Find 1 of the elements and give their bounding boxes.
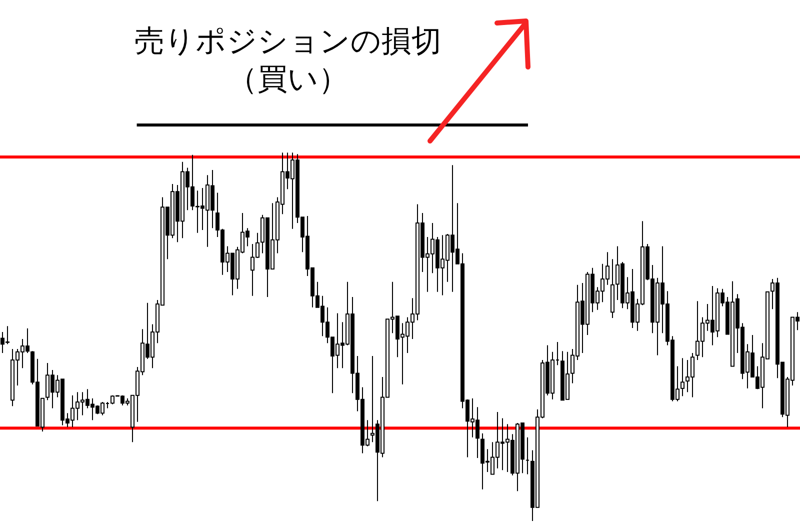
ref-line-label: 売りポジションの損切（買い） bbox=[134, 24, 442, 97]
